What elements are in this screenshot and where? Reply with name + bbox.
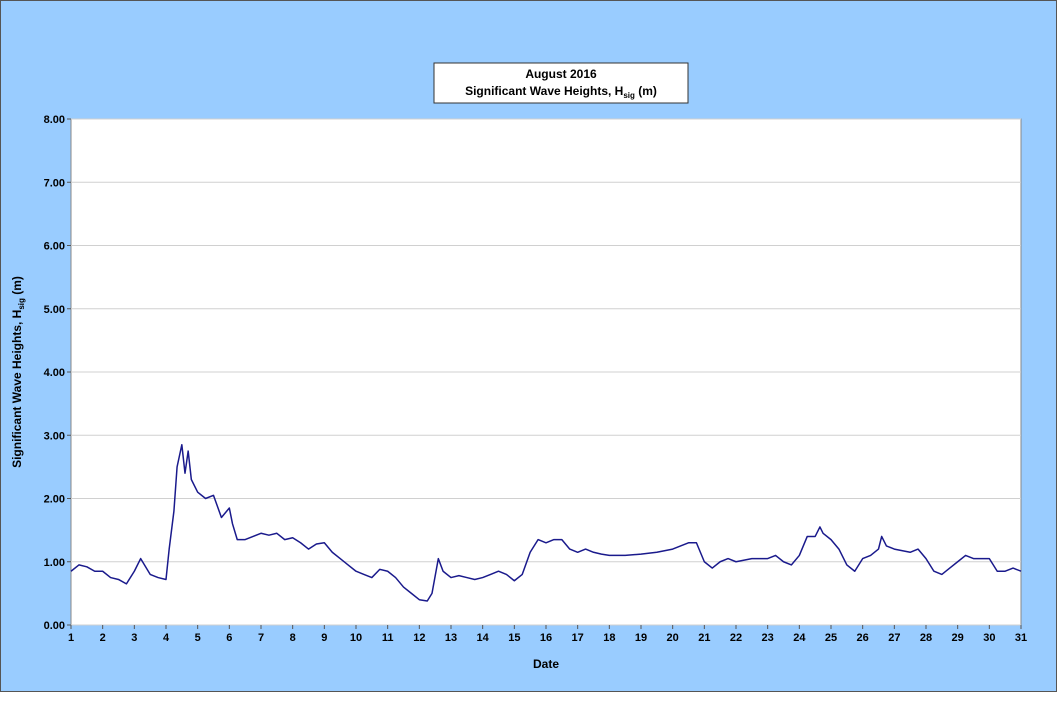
x-tick-label: 27 — [888, 632, 900, 644]
x-tick-label: 15 — [508, 632, 520, 644]
x-tick-label: 30 — [983, 632, 995, 644]
y-tick-label: 6.00 — [44, 241, 65, 253]
x-tick-label: 3 — [131, 632, 137, 644]
x-tick-label: 31 — [1015, 632, 1027, 644]
chart-subtitle: Significant Wave Heights, Hsig (m) — [465, 84, 657, 100]
x-tick-label: 11 — [382, 632, 394, 644]
y-tick-label: 7.00 — [44, 177, 65, 189]
data-line — [70, 443, 1022, 602]
x-tick-label: 23 — [762, 632, 774, 644]
y-label-subscript: sig — [17, 298, 26, 310]
x-tick-label: 12 — [413, 632, 425, 644]
x-tick-label: 9 — [321, 632, 327, 644]
y-tick-label: 2.00 — [44, 494, 65, 506]
x-tick-label: 28 — [920, 632, 932, 644]
x-tick-label: 17 — [572, 632, 584, 644]
x-tick-label: 16 — [540, 632, 552, 644]
subtitle-suffix: (m) — [635, 84, 657, 98]
chart-title: August 2016 — [525, 67, 597, 81]
y-tick-label: 8.00 — [44, 114, 65, 126]
x-tick-label: 13 — [445, 632, 457, 644]
x-tick-label: 10 — [350, 632, 362, 644]
x-tick-label: 25 — [825, 632, 837, 644]
x-tick-label: 6 — [226, 632, 232, 644]
y-tick-label: 5.00 — [44, 304, 65, 316]
x-tick-label: 24 — [793, 632, 806, 644]
y-label-suffix: (m) — [10, 276, 24, 298]
x-axis-label: Date — [533, 657, 559, 671]
x-tick-label: 1 — [68, 632, 74, 644]
x-tick-label: 22 — [730, 632, 742, 644]
x-tick-label: 20 — [667, 632, 679, 644]
y-label-text: Significant Wave Heights, H — [10, 310, 24, 468]
x-tick-label: 4 — [163, 632, 170, 644]
x-tick-label: 8 — [290, 632, 296, 644]
x-tick-label: 7 — [258, 632, 264, 644]
y-axis-label: Significant Wave Heights, Hsig (m) — [10, 276, 26, 468]
subtitle-subscript: sig — [623, 91, 635, 100]
x-tick-label: 29 — [952, 632, 964, 644]
y-tick-label: 0.00 — [44, 620, 65, 632]
x-tick-label: 2 — [100, 632, 106, 644]
y-tick-label: 3.00 — [44, 430, 65, 442]
x-tick-label: 21 — [698, 632, 710, 644]
x-tick-label: 26 — [857, 632, 869, 644]
y-tick-label: 4.00 — [44, 367, 65, 379]
y-tick-label: 1.00 — [44, 557, 65, 569]
x-tick-label: 14 — [477, 632, 490, 644]
subtitle-text: Significant Wave Heights, H — [465, 84, 623, 98]
x-tick-label: 19 — [635, 632, 647, 644]
x-tick-label: 18 — [603, 632, 615, 644]
title-box — [433, 62, 689, 104]
x-tick-label: 5 — [195, 632, 201, 644]
